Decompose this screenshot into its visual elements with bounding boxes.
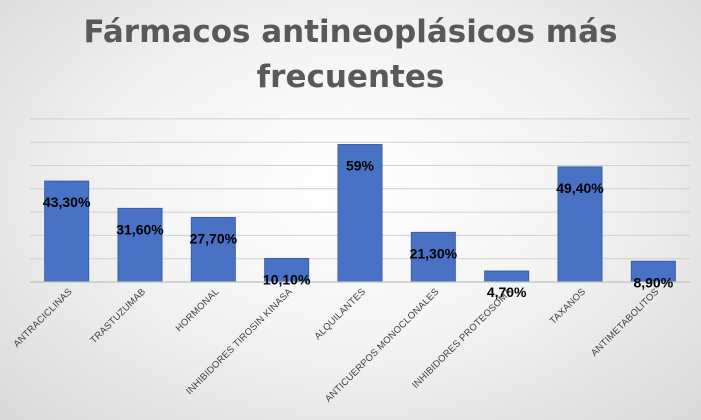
bar (557, 166, 603, 283)
bars (44, 144, 676, 283)
bar (190, 216, 236, 283)
data-label: 4,70% (487, 284, 527, 300)
chart-title-line-1: Fármacos antineoplásicos más (83, 14, 618, 50)
data-labels: 43,30% 31,60% 27,70% 10,10% 59% 21,30% 4,70% 49… (43, 158, 674, 301)
bar (117, 207, 163, 283)
data-label: 59% (346, 158, 375, 174)
bar (484, 270, 530, 283)
data-label: 10,10% (263, 271, 311, 287)
x-tick-labels: ANTRACICLINAS TRASTUZUMAB HORMONALINHIBIDO… (11, 286, 661, 405)
x-tick-label: ALQUILANTES (312, 286, 368, 342)
data-label: 31,60% (116, 221, 164, 237)
x-tick-label: ANTRACICLINAS (11, 286, 74, 349)
x-tick-label: ANTIMETABOLITOS (589, 286, 661, 358)
data-label: 8,90% (633, 274, 673, 290)
data-label: 21,30% (410, 245, 458, 261)
bar (337, 144, 383, 283)
data-label: 43,30% (43, 194, 91, 210)
bar (44, 180, 90, 283)
x-tick-label: TAXANOS (548, 286, 588, 326)
x-tick-label: TRASTUZUMAB (88, 286, 148, 346)
x-tick-label: ANTICUERPOS MONOCLONALES (323, 286, 441, 404)
data-label: 49,40% (556, 180, 604, 196)
chart-title-line-2: frecuentes (256, 59, 445, 95)
data-label: 27,70% (190, 230, 238, 246)
x-tick-label: HORMONAL (174, 286, 222, 334)
chart-title: Fármacos antineoplásicos más frecuentes (0, 10, 701, 100)
bar (410, 231, 456, 283)
